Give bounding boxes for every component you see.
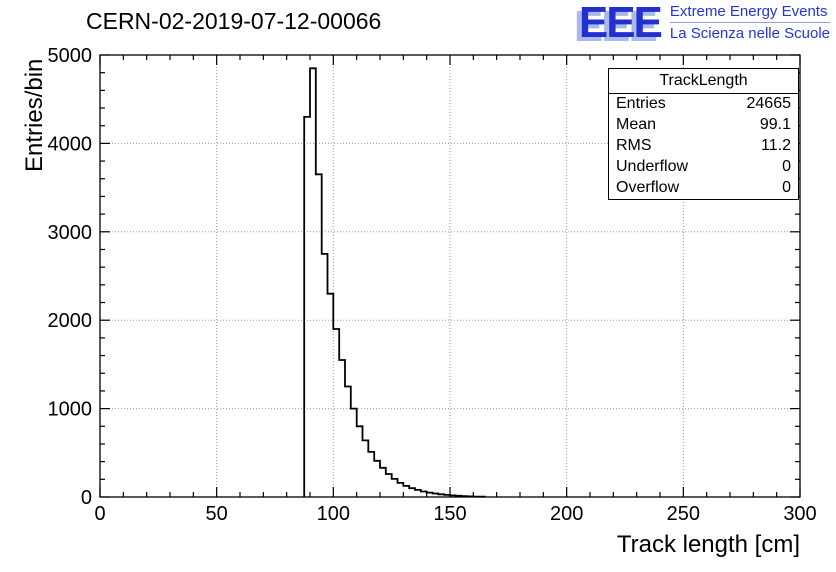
stats-row-overflow: Overflow 0 xyxy=(609,178,798,199)
x-tick-label: 150 xyxy=(433,503,466,525)
axis-titles: Track length [cm] Entries/bin xyxy=(21,59,800,558)
stats-value: 24665 xyxy=(746,95,792,112)
logo-divider xyxy=(669,22,830,23)
logo-subtitle-1: Extreme Energy Events xyxy=(669,3,828,20)
y-axis-title: Entries/bin xyxy=(21,59,48,172)
x-axis-title: Track length [cm] xyxy=(617,531,800,558)
histogram-curve xyxy=(303,67,486,498)
stats-row-entries: Entries 24665 xyxy=(609,94,798,115)
y-tick-label: 0 xyxy=(81,487,92,509)
stats-value: 0 xyxy=(782,179,791,196)
y-tick-label: 3000 xyxy=(48,222,93,244)
y-tick-label: 1000 xyxy=(48,399,93,421)
histogram-line xyxy=(303,67,486,498)
stats-label: Overflow xyxy=(616,179,680,196)
y-tick-label: 4000 xyxy=(48,133,93,155)
eee-logo-text: EEE xyxy=(578,0,663,47)
eee-logo-subtitles: Extreme Energy Events La Scienza nelle S… xyxy=(669,2,830,43)
stats-label: RMS xyxy=(616,137,652,154)
stats-value: 11.2 xyxy=(761,137,791,154)
x-tick-label: 50 xyxy=(206,503,228,525)
stats-label: Entries xyxy=(616,95,666,112)
stats-row-mean: Mean 99.1 xyxy=(609,115,798,136)
stats-value: 0 xyxy=(782,158,791,175)
x-tick-label: 100 xyxy=(317,503,350,525)
x-tick-label: 0 xyxy=(94,503,105,525)
eee-logo: EEE Extreme Energy Events La Scienza nel… xyxy=(578,0,830,47)
stats-box-title: TrackLength xyxy=(609,69,798,94)
x-tick-label: 250 xyxy=(667,503,700,525)
plot-title: CERN-02-2019-07-12-00066 xyxy=(86,8,382,34)
x-tick-label: 300 xyxy=(783,503,816,525)
x-tick-label: 200 xyxy=(550,503,583,525)
logo-subtitle-2: La Scienza nelle Scuole xyxy=(669,25,830,42)
axis-ticks xyxy=(99,54,801,498)
stats-row-rms: RMS 11.2 xyxy=(609,136,798,157)
stats-value: 99.1 xyxy=(759,116,791,133)
stats-label: Underflow xyxy=(616,158,689,175)
stats-row-underflow: Underflow 0 xyxy=(609,157,798,178)
stats-label: Mean xyxy=(616,116,657,133)
x-tick-labels: 0 50 100 150 200 250 300 xyxy=(94,503,816,525)
y-tick-label: 2000 xyxy=(48,310,93,332)
y-tick-label: 5000 xyxy=(48,45,93,67)
y-tick-labels: 0 1000 2000 3000 4000 5000 xyxy=(48,45,93,509)
stats-box: TrackLength Entries 24665 Mean 99.1 RMS … xyxy=(608,68,799,200)
